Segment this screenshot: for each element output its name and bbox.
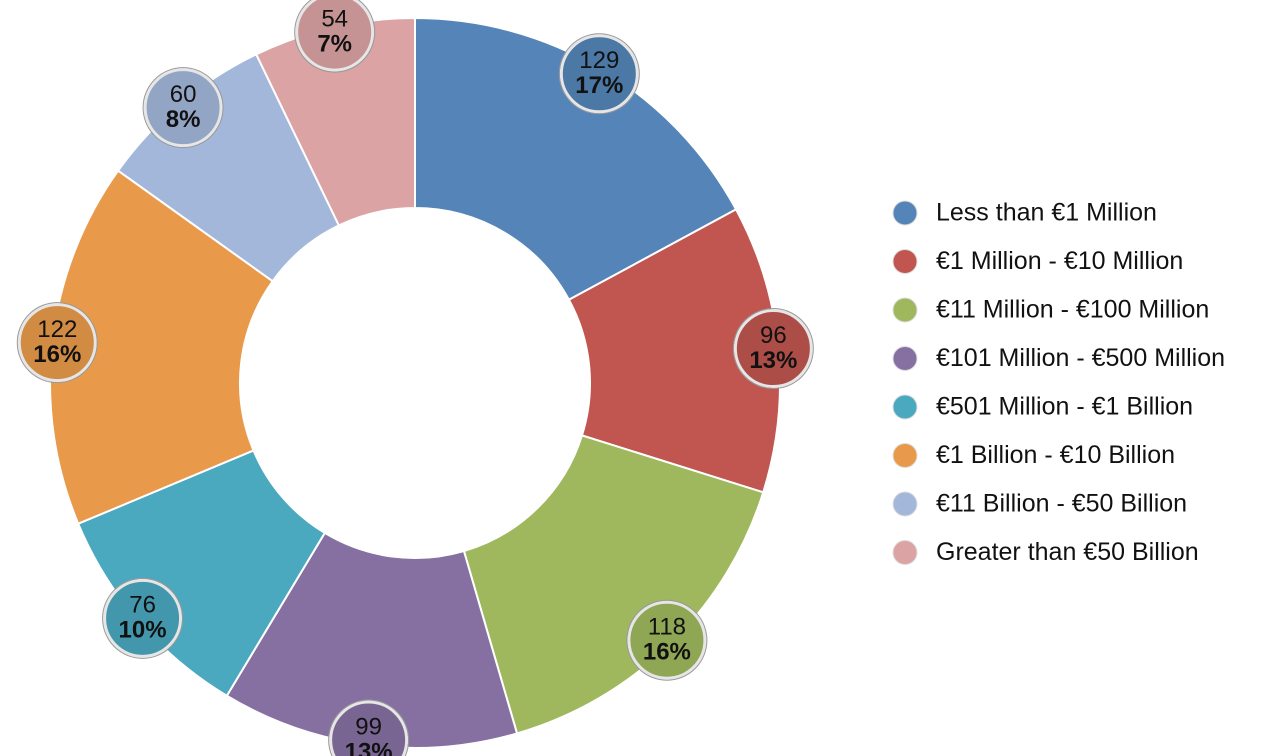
legend-label: Less than €1 Million (936, 199, 1157, 227)
donut-segment (414, 16, 738, 302)
value-label: 122 (37, 316, 77, 343)
label-bubble (17, 303, 97, 383)
value-label: 76 (129, 592, 156, 619)
label-bubble (295, 0, 375, 72)
percent-label: 13% (345, 738, 393, 756)
legend-label: €1 Billion - €10 Billion (936, 441, 1175, 469)
percent-label: 13% (749, 347, 797, 374)
percent-label: 7% (317, 30, 352, 57)
percent-label: 16% (643, 639, 691, 666)
value-label: 129 (579, 47, 619, 74)
legend-marker (892, 540, 918, 565)
donut-segment (49, 169, 275, 526)
legend-label: €11 Billion - €50 Billion (936, 490, 1187, 518)
legend-label: €101 Million - €500 Million (936, 344, 1225, 372)
percent-label: 8% (166, 106, 201, 133)
value-label: 60 (170, 81, 197, 108)
legend-label: €1 Million - €10 Million (936, 247, 1183, 275)
donut-segment (567, 207, 781, 494)
label-bubble (559, 34, 639, 114)
label-ring (16, 302, 98, 384)
label-ring (328, 699, 410, 756)
label-ring (102, 577, 184, 659)
value-label: 118 (648, 614, 686, 641)
label-bubble (733, 309, 813, 389)
label-bubble (627, 600, 707, 680)
value-label: 96 (760, 322, 787, 349)
value-label: 54 (321, 5, 348, 32)
legend-marker (892, 491, 918, 517)
label-ring (732, 308, 814, 390)
percent-label: 16% (33, 341, 81, 368)
legend-marker (892, 346, 918, 371)
legend-marker (892, 249, 918, 274)
label-ring (558, 33, 640, 115)
data-label: 608% (142, 67, 224, 149)
donut-segment (225, 531, 519, 749)
donut-segment (462, 434, 765, 735)
data-label: 547% (294, 0, 376, 73)
legend-label: €11 Million - €100 Million (936, 296, 1209, 324)
legend-marker (892, 200, 918, 226)
legend-marker (892, 297, 918, 323)
label-ring (294, 0, 376, 73)
label-bubble (143, 68, 223, 148)
percent-label: 10% (119, 617, 167, 644)
legend-label: €501 Million - €1 Billion (936, 393, 1193, 421)
label-bubble (103, 578, 183, 658)
value-label: 99 (355, 713, 382, 740)
legend-label: Greater than €50 Billion (936, 538, 1199, 566)
label-bubble (329, 700, 409, 756)
percent-label: 17% (575, 72, 623, 99)
label-ring (142, 67, 224, 149)
label-ring (626, 599, 708, 681)
legend-marker (892, 443, 918, 468)
legend-marker (892, 394, 918, 420)
